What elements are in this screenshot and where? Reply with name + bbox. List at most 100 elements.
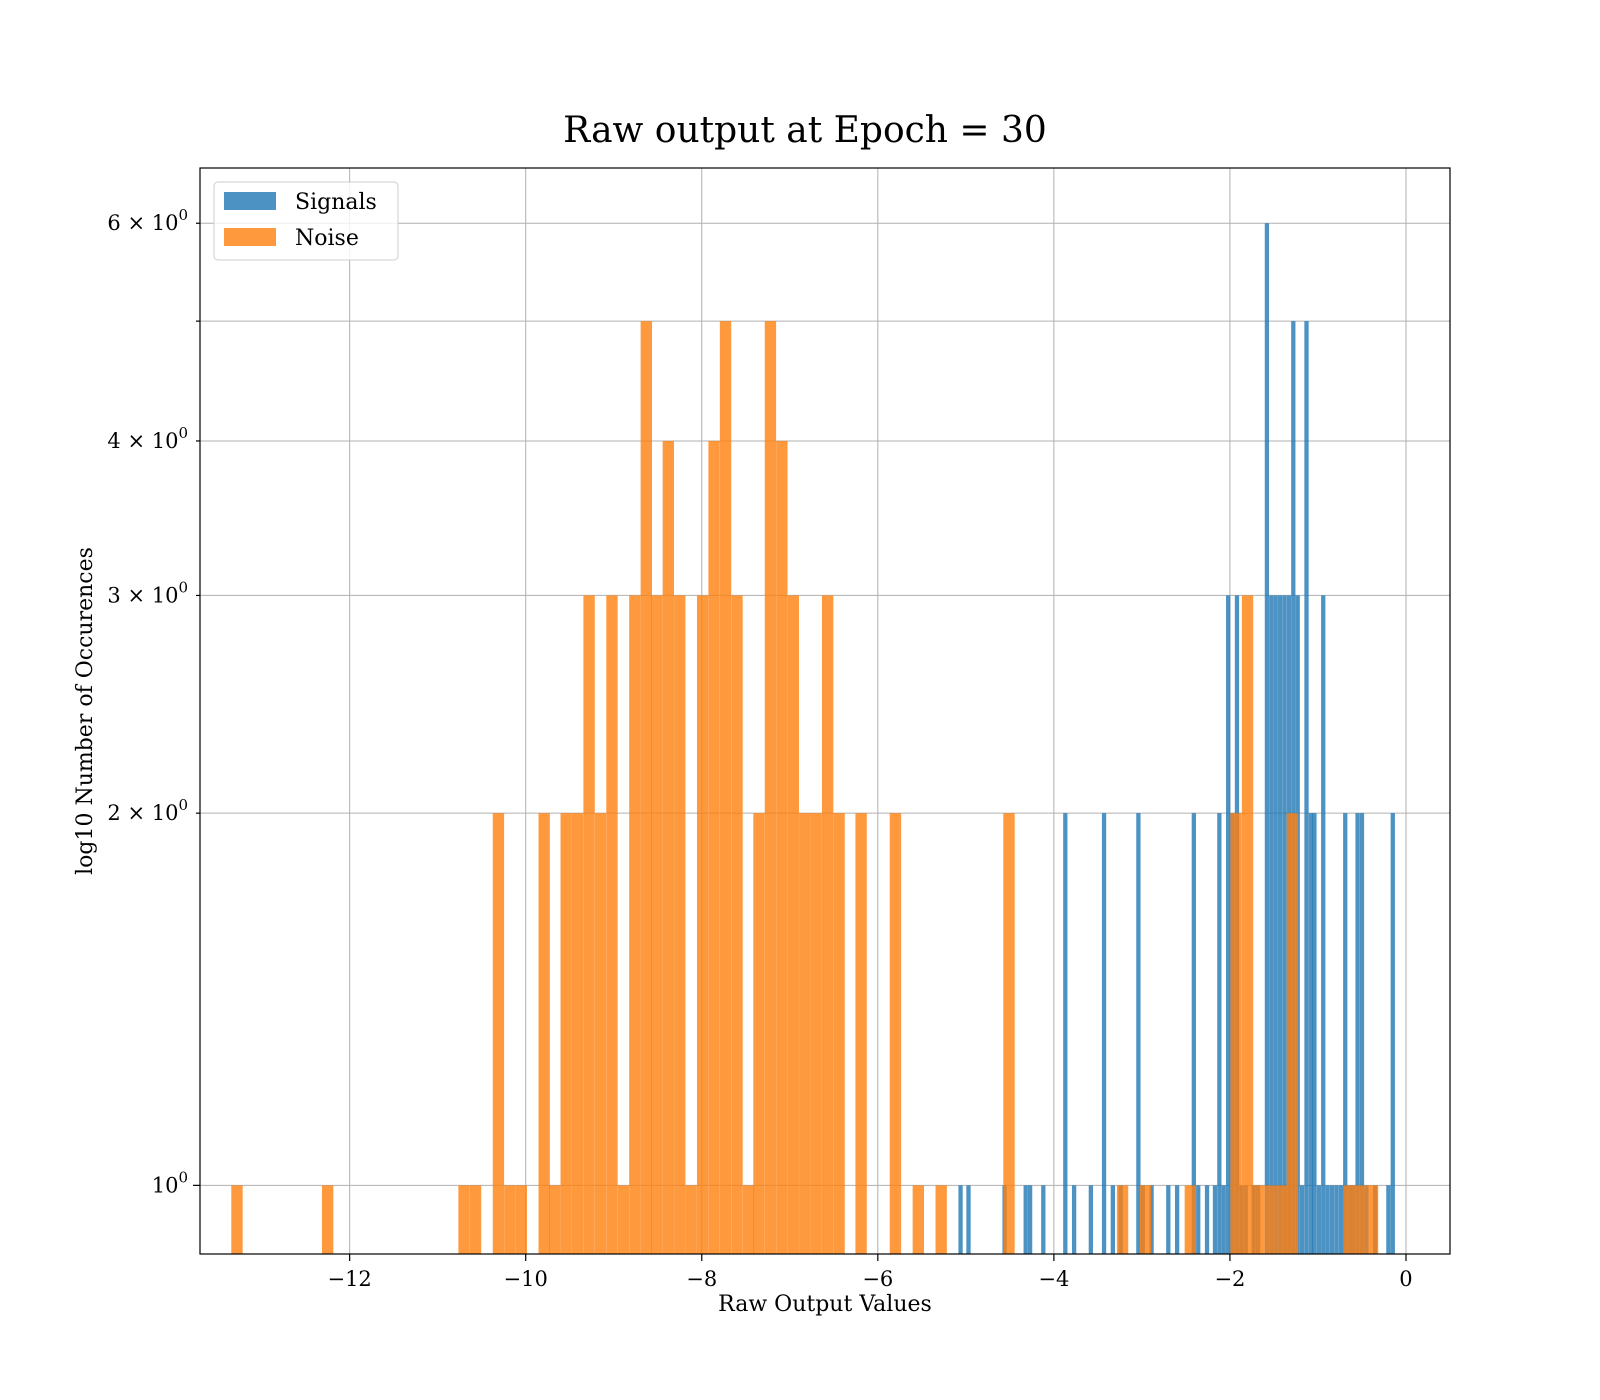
noise-bar — [515, 1185, 527, 1254]
noise-bar — [1343, 1185, 1356, 1254]
noise-bar — [1139, 1185, 1152, 1254]
noise-bar — [719, 321, 732, 1254]
signals-bar — [1221, 1185, 1226, 1254]
signals-bar — [1273, 595, 1278, 1254]
signals-bar — [1355, 813, 1360, 1254]
chart-title: Raw output at Epoch = 30 — [563, 110, 1047, 151]
noise-bar — [538, 813, 550, 1254]
noise-bars — [231, 321, 1379, 1254]
signals-bar — [1149, 1185, 1154, 1254]
legend-swatch-signals — [224, 192, 276, 210]
signals-bar — [1359, 813, 1365, 1254]
signals-bar — [1291, 321, 1296, 1254]
signals-bar — [1063, 813, 1068, 1254]
signals-bar — [1264, 223, 1270, 1255]
signals-bar — [1282, 595, 1287, 1254]
signals-bar — [1334, 1185, 1339, 1254]
noise-bar — [764, 321, 777, 1254]
signals-bar — [1196, 1185, 1201, 1254]
noise-bar — [321, 1185, 334, 1254]
signals-bars — [958, 223, 1395, 1255]
noise-bar — [662, 440, 674, 1254]
noise-bar — [1253, 1185, 1265, 1254]
noise-bar — [1366, 1185, 1379, 1254]
noise-bar — [504, 1185, 516, 1254]
signals-bar — [1269, 595, 1274, 1254]
noise-bar — [810, 813, 822, 1254]
noise-bar — [231, 1185, 243, 1254]
y-tick-label: 4 × 100 — [107, 424, 188, 453]
plot-frame — [199, 167, 1451, 1255]
noise-bar — [731, 595, 743, 1254]
signals-bar — [1304, 321, 1309, 1254]
noise-bar — [549, 1185, 561, 1254]
noise-bar — [1184, 1185, 1196, 1254]
signals-bar — [1390, 813, 1395, 1254]
signals-bar — [1212, 1185, 1218, 1254]
signals-bar — [1023, 1185, 1028, 1254]
signals-bar — [1071, 1185, 1077, 1254]
legend: Signals Noise — [213, 181, 399, 261]
noise-bar — [912, 1185, 924, 1254]
y-tick-label: 6 × 100 — [107, 206, 188, 235]
signals-bar — [1226, 595, 1231, 1254]
noise-bar — [458, 1185, 470, 1254]
x-tick-label: 0 — [1399, 1267, 1412, 1291]
noise-bar — [1264, 1185, 1277, 1254]
y-axis-label: log10 Number of Occurences — [73, 547, 98, 875]
noise-bar — [674, 595, 686, 1254]
signals-bar — [1312, 813, 1317, 1254]
x-tick-label: −8 — [686, 1267, 717, 1291]
noise-bar — [787, 595, 799, 1254]
signals-bar — [1101, 813, 1107, 1254]
noise-bar — [651, 595, 663, 1254]
legend-swatch-noise — [224, 228, 276, 246]
signals-bar — [1136, 813, 1141, 1254]
noise-bar — [560, 813, 572, 1254]
noise-bar — [855, 813, 867, 1254]
signals-bar — [1308, 813, 1314, 1254]
noise-bar — [640, 321, 652, 1254]
x-tick-label: −4 — [1038, 1267, 1069, 1291]
signals-bar — [1217, 813, 1222, 1254]
y-tick-label: 3 × 100 — [107, 578, 188, 607]
x-tick-label: −6 — [862, 1267, 893, 1291]
signals-bar — [1277, 595, 1283, 1254]
noise-bar — [1286, 813, 1299, 1254]
signals-bar — [1191, 813, 1196, 1254]
noise-bar — [1003, 813, 1015, 1254]
x-tick-label: −2 — [1214, 1267, 1245, 1291]
noise-bar — [833, 813, 845, 1254]
noise-bar — [708, 440, 720, 1254]
x-tick-label: −12 — [327, 1267, 371, 1291]
noise-bar — [492, 813, 505, 1254]
y-tick-label: 100 — [152, 1168, 188, 1197]
legend-label-signals: Signals — [295, 190, 377, 215]
noise-bar — [606, 595, 618, 1254]
signals-bar — [1321, 595, 1326, 1254]
signals-bar — [1204, 1185, 1210, 1254]
noise-bar — [1230, 813, 1242, 1254]
signals-bar — [1325, 1185, 1330, 1254]
x-tick-label: −10 — [504, 1267, 548, 1291]
noise-bar — [753, 813, 765, 1254]
legend-label-noise: Noise — [295, 226, 359, 251]
noise-bar — [889, 813, 902, 1254]
noise-bar — [799, 813, 811, 1254]
noise-bar — [629, 595, 641, 1254]
noise-bar — [1241, 595, 1254, 1254]
noise-bar — [696, 595, 709, 1254]
signals-bar — [966, 1185, 971, 1254]
noise-bar — [685, 1185, 697, 1254]
signals-bar — [1343, 813, 1348, 1254]
ticks-layer: −12 −10 −8 −6 −4 −2 0 100 2 × 100 3 × 100 4 × 100 6… — [107, 206, 1412, 1291]
noise-bar — [469, 1185, 482, 1254]
noise-bar — [617, 1185, 630, 1254]
signals-bar — [1174, 1185, 1180, 1254]
signals-bar — [1110, 1185, 1115, 1254]
noise-bar — [583, 595, 595, 1254]
signals-bar — [1088, 1185, 1093, 1254]
signals-bar — [1027, 1185, 1033, 1254]
